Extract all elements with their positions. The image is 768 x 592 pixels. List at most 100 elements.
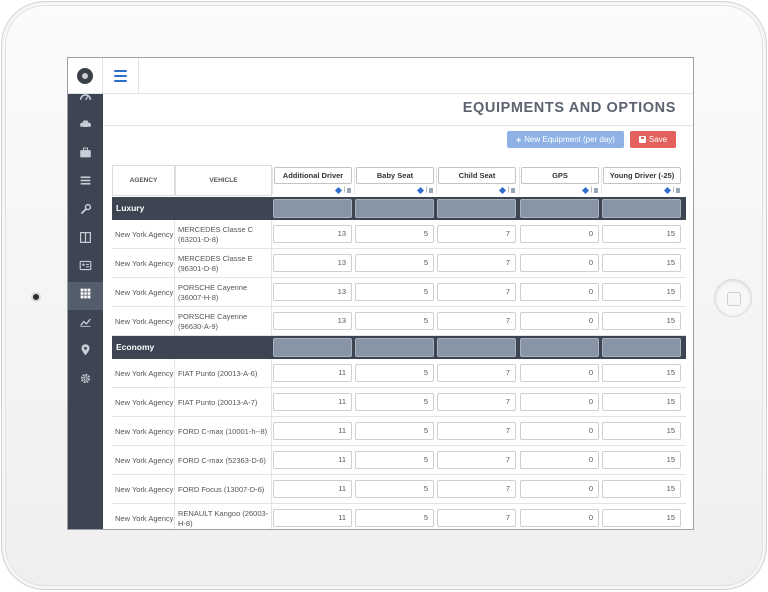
- sidebar-item-id-card[interactable]: [68, 254, 103, 282]
- price-input[interactable]: 7: [437, 225, 516, 243]
- price-input[interactable]: 13: [273, 254, 352, 272]
- vehicle-cell: PORSCHE Cayenne (96630-A-9): [175, 307, 272, 336]
- category-bulk-input[interactable]: [273, 338, 352, 357]
- price-input[interactable]: 7: [437, 509, 516, 527]
- price-input[interactable]: 15: [602, 364, 681, 382]
- delete-trash-icon[interactable]: [511, 187, 515, 193]
- price-input[interactable]: 11: [273, 393, 352, 411]
- category-bulk-input[interactable]: [437, 338, 516, 357]
- price-input[interactable]: 11: [273, 480, 352, 498]
- price-input[interactable]: 15: [602, 451, 681, 469]
- table-row: New York Agency MERCEDES Classe E (96301-…: [112, 249, 686, 278]
- edit-pencil-icon[interactable]: [582, 186, 590, 194]
- sidebar-item-car[interactable]: [68, 113, 103, 141]
- price-input[interactable]: 13: [273, 312, 352, 330]
- agency-cell: New York Agency: [112, 359, 175, 388]
- camera-icon: [31, 292, 41, 302]
- sidebar: [68, 94, 103, 529]
- price-input[interactable]: 7: [437, 422, 516, 440]
- price-input[interactable]: 7: [437, 283, 516, 301]
- edit-pencil-icon[interactable]: [499, 186, 507, 194]
- price-input[interactable]: 5: [355, 422, 434, 440]
- price-input[interactable]: 7: [437, 254, 516, 272]
- sidebar-item-gear[interactable]: [68, 367, 103, 395]
- price-input[interactable]: 5: [355, 364, 434, 382]
- price-input[interactable]: 0: [520, 312, 599, 330]
- edit-pencil-icon[interactable]: [664, 186, 672, 194]
- sidebar-item-wrench[interactable]: [68, 198, 103, 226]
- price-input[interactable]: 7: [437, 312, 516, 330]
- price-input[interactable]: 13: [273, 283, 352, 301]
- price-input[interactable]: 15: [602, 509, 681, 527]
- price-input[interactable]: 7: [437, 393, 516, 411]
- category-bulk-input[interactable]: [602, 338, 681, 357]
- price-input[interactable]: 7: [437, 364, 516, 382]
- save-button[interactable]: Save: [630, 131, 676, 148]
- price-input[interactable]: 0: [520, 254, 599, 272]
- category-bulk-input[interactable]: [602, 199, 681, 218]
- delete-trash-icon[interactable]: [676, 187, 680, 193]
- price-input[interactable]: 0: [520, 364, 599, 382]
- price-input[interactable]: 0: [520, 480, 599, 498]
- price-input[interactable]: 5: [355, 480, 434, 498]
- price-input[interactable]: 15: [602, 480, 681, 498]
- edit-pencil-icon[interactable]: [335, 186, 343, 194]
- price-input[interactable]: 5: [355, 225, 434, 243]
- vehicle-cell: FIAT Punto (20013-A-6): [175, 359, 272, 388]
- category-label: Luxury: [116, 203, 145, 213]
- new-equipment-button[interactable]: + New Equipment (per day): [507, 131, 624, 148]
- category-bulk-input[interactable]: [273, 199, 352, 218]
- home-button[interactable]: [714, 279, 752, 317]
- app-logo[interactable]: [68, 58, 103, 94]
- top-bar: [103, 58, 693, 94]
- table-row: New York Agency FORD C-max (10001-h--8) 11…: [112, 417, 686, 446]
- price-input[interactable]: 11: [273, 509, 352, 527]
- category-bulk-input[interactable]: [355, 199, 434, 218]
- price-input[interactable]: 7: [437, 451, 516, 469]
- category-bulk-input[interactable]: [355, 338, 434, 357]
- category-bulk-input[interactable]: [437, 199, 516, 218]
- price-input[interactable]: 11: [273, 422, 352, 440]
- sidebar-item-briefcase[interactable]: [68, 141, 103, 169]
- save-label: Save: [648, 135, 668, 144]
- price-input[interactable]: 5: [355, 254, 434, 272]
- price-input[interactable]: 13: [273, 225, 352, 243]
- sidebar-item-chart-line[interactable]: [68, 310, 103, 338]
- price-input[interactable]: 0: [520, 509, 599, 527]
- equipment-name: Additional Driver: [274, 167, 352, 184]
- category-row: Luxury: [112, 197, 686, 220]
- table-row: New York Agency MERCEDES Classe C (63201-…: [112, 220, 686, 249]
- price-input[interactable]: 15: [602, 312, 681, 330]
- price-input[interactable]: 5: [355, 393, 434, 411]
- price-input[interactable]: 15: [602, 393, 681, 411]
- price-input[interactable]: 5: [355, 509, 434, 527]
- delete-trash-icon[interactable]: [429, 187, 433, 193]
- price-input[interactable]: 15: [602, 225, 681, 243]
- sidebar-item-map-marker[interactable]: [68, 338, 103, 366]
- price-input[interactable]: 0: [520, 451, 599, 469]
- edit-pencil-icon[interactable]: [417, 186, 425, 194]
- plus-icon: +: [516, 134, 522, 145]
- menu-toggle-button[interactable]: [103, 58, 139, 93]
- price-input[interactable]: 5: [355, 283, 434, 301]
- sidebar-item-columns[interactable]: [68, 226, 103, 254]
- delete-trash-icon[interactable]: [347, 187, 351, 193]
- price-input[interactable]: 15: [602, 283, 681, 301]
- price-input[interactable]: 0: [520, 393, 599, 411]
- sidebar-item-dashboard[interactable]: [68, 85, 103, 113]
- delete-trash-icon[interactable]: [594, 187, 598, 193]
- price-input[interactable]: 11: [273, 364, 352, 382]
- price-input[interactable]: 5: [355, 451, 434, 469]
- sidebar-item-table[interactable]: [68, 282, 103, 310]
- sidebar-item-list[interactable]: [68, 169, 103, 197]
- price-input[interactable]: 15: [602, 254, 681, 272]
- price-input[interactable]: 0: [520, 225, 599, 243]
- price-input[interactable]: 15: [602, 422, 681, 440]
- category-bulk-input[interactable]: [520, 199, 599, 218]
- category-bulk-input[interactable]: [520, 338, 599, 357]
- price-input[interactable]: 7: [437, 480, 516, 498]
- price-input[interactable]: 11: [273, 451, 352, 469]
- price-input[interactable]: 0: [520, 283, 599, 301]
- price-input[interactable]: 5: [355, 312, 434, 330]
- price-input[interactable]: 0: [520, 422, 599, 440]
